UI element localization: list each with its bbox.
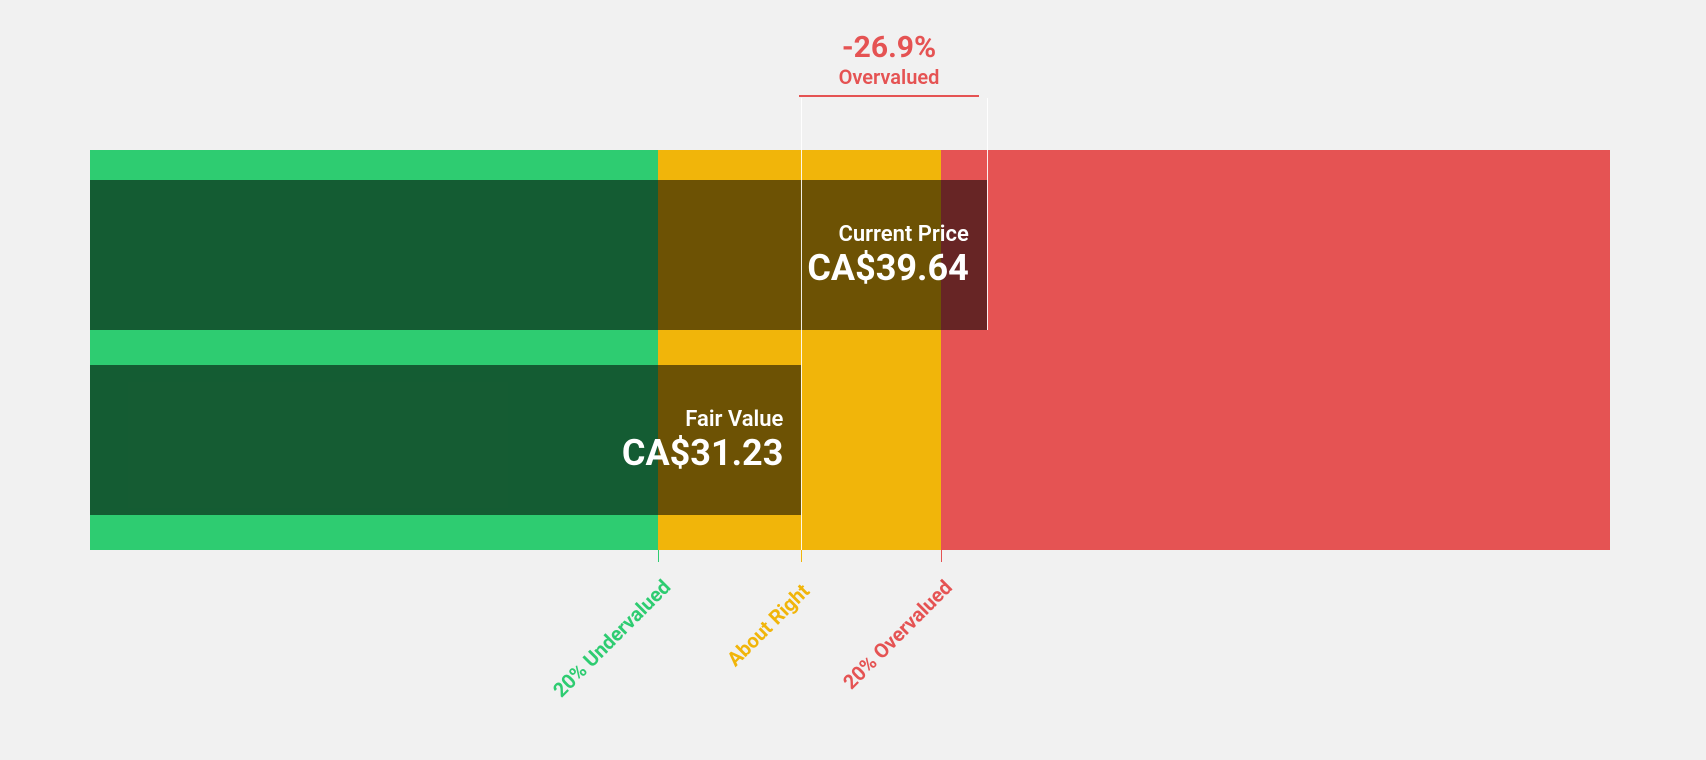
current-price-label: Current Price [838,222,968,247]
valuation-status-label: Overvalued [799,65,979,89]
current-price-bar: Current PriceCA$39.64 [90,180,987,330]
axis-label: 20% Overvalued [838,575,957,694]
fair-value-bar: Fair ValueCA$31.23 [90,365,801,515]
fair-value-label: Fair Value [685,407,783,432]
valuation-percent: -26.9% [799,30,979,65]
axis-label: 20% Undervalued [548,574,675,701]
axis-label: About Right [722,578,814,670]
current-price-value: CA$39.64 [807,247,968,289]
valuation-callout: -26.9%Overvalued [799,30,979,97]
axis-tick [801,550,802,562]
valuation-chart: Current PriceCA$39.64 Fair ValueCA$31.23 [90,150,1610,550]
zone-overvalued [941,150,1610,550]
fair-value-reference-line [801,98,802,550]
callout-underline [799,95,979,97]
current-price-reference-line [987,98,988,330]
fair-value-value: CA$31.23 [622,432,783,474]
axis-tick [941,550,942,562]
axis-tick [658,550,659,562]
